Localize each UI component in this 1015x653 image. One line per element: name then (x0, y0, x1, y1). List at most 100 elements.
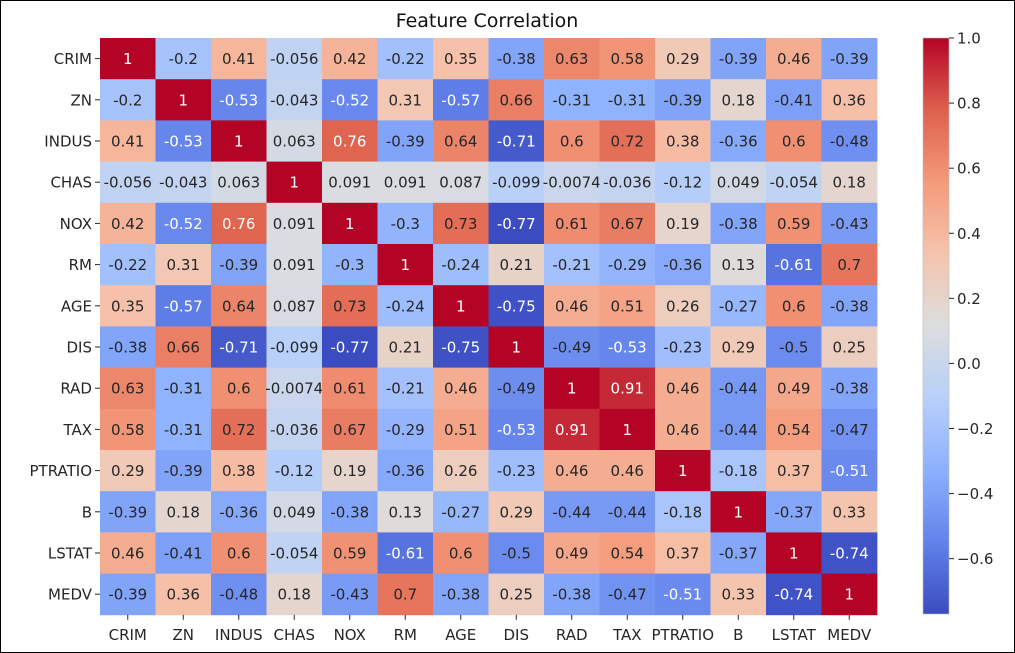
heatmap-cell (599, 285, 656, 327)
cell-value-label: 0.38 (666, 133, 699, 151)
cell-value-label: 0.36 (833, 91, 866, 109)
heatmap-cell (433, 491, 489, 533)
cell-value-label: -0.12 (663, 174, 702, 192)
heatmap-cell (821, 38, 878, 80)
cell-value-label: 0.091 (273, 215, 316, 233)
cell-value-label: -0.71 (497, 133, 536, 151)
cell-value-label: 0.26 (444, 462, 477, 480)
cell-value-label: 0.18 (833, 174, 866, 192)
heatmap-cell (100, 120, 156, 162)
cell-value-label: -0.39 (386, 133, 425, 151)
heatmap-cell (211, 120, 267, 162)
heatmap-cell (488, 79, 545, 121)
x-tick-label: RM (394, 626, 417, 644)
heatmap-cell (266, 161, 323, 204)
heatmap-cell (100, 38, 156, 80)
heatmap-cell (544, 573, 600, 616)
colorbar-tick-label: 0.4 (957, 225, 981, 243)
heatmap-cell (544, 38, 600, 80)
cell-value-label: -0.43 (330, 586, 369, 604)
cell-value-label: 0.26 (666, 297, 699, 315)
cell-value-label: -0.056 (104, 174, 152, 192)
cell-value-label: 1 (622, 421, 632, 439)
heatmap-cell (322, 202, 378, 245)
heatmap-cell (655, 450, 711, 492)
colorbar-gradient (923, 38, 949, 614)
cell-value-label: -0.53 (219, 91, 258, 109)
cell-value-label: -0.39 (108, 503, 147, 521)
cell-value-label: 0.72 (222, 421, 255, 439)
cell-value-label: 1 (234, 133, 244, 151)
heatmap-cell (377, 367, 434, 410)
heatmap-cell (100, 450, 156, 492)
cell-value-label: 0.46 (444, 380, 477, 398)
cell-value-label: 0.46 (611, 462, 644, 480)
colorbar-outline (922, 37, 950, 615)
cell-value-label: -0.47 (608, 586, 647, 604)
heatmap-cell (710, 285, 767, 327)
y-tick-label: LSTAT (48, 545, 93, 563)
heatmap-cell (155, 120, 212, 162)
heatmap-cell (655, 285, 711, 327)
cell-value-label: -0.054 (770, 174, 818, 192)
heatmap-cell (211, 38, 267, 80)
cell-value-label: 0.7 (393, 586, 417, 604)
cell-value-label: -0.31 (164, 380, 203, 398)
heatmap-cell (211, 79, 267, 121)
cell-value-label: 0.25 (500, 586, 533, 604)
cell-value-label: 0.46 (666, 421, 699, 439)
heatmap-cell (433, 202, 489, 245)
heatmap-cell (821, 450, 878, 492)
heatmap-cell (211, 408, 267, 451)
cell-value-label: 0.91 (555, 421, 588, 439)
cell-value-label: -0.44 (719, 380, 758, 398)
colorbar-tick-label: 0.8 (957, 95, 981, 113)
heatmap-cell (322, 285, 378, 327)
heatmap-cell (710, 573, 767, 616)
cell-value-label: 1 (678, 462, 688, 480)
cell-value-label: 0.31 (389, 91, 422, 109)
heatmap-cell (100, 285, 156, 327)
heatmap-cell (821, 326, 878, 368)
cell-value-label: -0.61 (386, 545, 425, 563)
heatmap-cell (766, 161, 822, 204)
cell-value-label: 1 (844, 586, 854, 604)
heatmap-cell (710, 161, 767, 204)
cell-value-label: -0.31 (608, 91, 647, 109)
cell-value-label: -0.36 (719, 133, 758, 151)
cell-value-label: 0.64 (222, 297, 255, 315)
cell-value-label: 0.42 (111, 215, 144, 233)
cell-value-label: 0.49 (777, 380, 810, 398)
heatmap-cell (266, 573, 323, 616)
heatmap-cell (710, 491, 767, 533)
cell-value-label: 0.42 (333, 50, 366, 68)
colorbar-tick-label: 0.0 (957, 355, 981, 373)
x-tick-label: TAX (612, 626, 642, 644)
cell-value-label: 0.25 (833, 339, 866, 357)
heatmap-cell (433, 367, 489, 410)
y-tick-label: NOX (60, 215, 92, 233)
cell-value-label: -0.75 (441, 339, 480, 357)
x-tick-label: INDUS (215, 626, 263, 644)
heatmap-cell (100, 326, 156, 368)
cell-value-label: -0.53 (164, 133, 203, 151)
cell-value-label: -0.37 (719, 545, 758, 563)
heatmap-cell (710, 326, 767, 368)
cell-value-label: -0.49 (552, 339, 591, 357)
heatmap-cell (710, 532, 767, 574)
heatmap-cell (155, 38, 212, 80)
cell-value-label: 1 (511, 339, 521, 357)
heatmap-cell (266, 79, 323, 121)
cell-value-label: 0.37 (666, 545, 699, 563)
heatmap-cell (211, 202, 267, 245)
heatmap-cell (377, 408, 434, 451)
cell-value-label: 0.46 (555, 297, 588, 315)
heatmap-cell (655, 38, 711, 80)
heatmap-cell (766, 367, 822, 410)
heatmap-cell (211, 285, 267, 327)
heatmap-cell (821, 244, 878, 286)
heatmap-cell (377, 161, 434, 204)
cell-value-label: -0.39 (219, 256, 258, 274)
y-tick-label: MEDV (48, 586, 93, 604)
heatmap-cell (821, 285, 878, 327)
